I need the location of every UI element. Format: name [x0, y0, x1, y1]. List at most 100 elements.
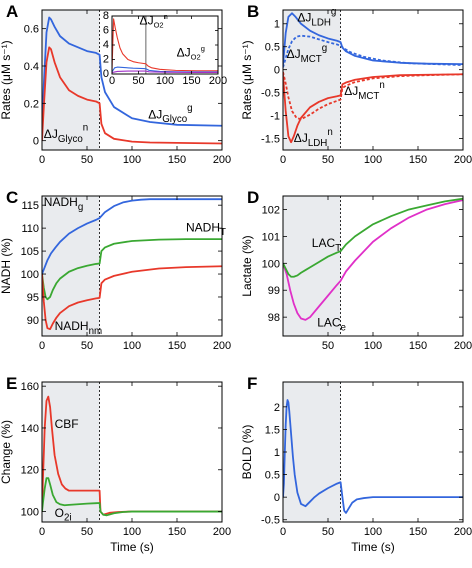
x-tick-label: 50 — [81, 340, 93, 352]
y-axis-label: BOLD (%) — [240, 425, 254, 480]
x-tick-label: 200 — [454, 526, 472, 538]
x-tick-label: 100 — [123, 526, 141, 538]
x-tick-label: 100 — [364, 340, 382, 352]
stimulus-shade — [42, 382, 100, 522]
x-tick-label: 150 — [409, 154, 427, 166]
annotation-nadhg: NADHg — [44, 195, 83, 213]
y-tick-label: 102 — [262, 204, 280, 216]
y-tick-label: 6 — [103, 24, 109, 36]
x-tick-label: 50 — [322, 154, 334, 166]
series-line-bold — [283, 399, 463, 514]
x-tick-label: 50 — [81, 154, 93, 166]
panel-E: 0 50 100 150 200 100 120 140 160 Change (%) Time (… — [0, 374, 231, 554]
x-tick-label: 100 — [364, 154, 382, 166]
panel-B: 0 50 100 150 200 -1.5 -1 -0.5 0 0.5 1 Rates (μM s⁻¹… — [240, 2, 472, 166]
y-tick-label: 99 — [268, 285, 280, 297]
annotation-jldhn: ΔJLDHn — [294, 127, 333, 149]
y-tick-label: 0.5 — [265, 42, 280, 54]
x-tick-label: 200 — [209, 75, 227, 87]
x-tick-label: 100 — [156, 75, 174, 87]
annotation-nadhnm: NADHnm — [55, 319, 103, 337]
y-tick-label: 2 — [103, 53, 109, 65]
series-line-nadh-t — [42, 238, 222, 301]
x-tick-label: 0 — [39, 526, 45, 538]
y-tick-label: 0 — [103, 68, 109, 80]
y-tick-label: 160 — [21, 381, 39, 393]
series-line-o2-n — [112, 18, 218, 72]
inset-background — [112, 16, 218, 74]
y-tick-label: 4 — [103, 39, 109, 51]
panel-letter-a: A — [6, 2, 18, 21]
y-axis-label: Rates (μM s⁻¹) — [0, 40, 13, 119]
y-tick-label: 0.4 — [24, 61, 39, 73]
y-tick-label: 115 — [21, 200, 39, 212]
panel-letter-d: D — [247, 188, 259, 207]
x-tick-label: 200 — [213, 340, 231, 352]
stimulus-shade — [42, 10, 100, 150]
x-tick-label: 150 — [182, 75, 200, 87]
annotation-lace: LACe — [317, 316, 346, 334]
x-tick-label: 150 — [168, 154, 186, 166]
x-tick-label: 100 — [123, 154, 141, 166]
x-axis-label: Time (s) — [351, 540, 395, 554]
y-tick-label: -1 — [270, 111, 280, 123]
panel-D: 50 100 150 200 98 99 100 101 102 Lactate (%) D LACT… — [240, 188, 472, 352]
y-tick-label: 0 — [274, 492, 280, 504]
y-tick-label: 100 — [21, 269, 39, 281]
annotation-cbf: CBF — [55, 417, 79, 431]
series-line-lac-t — [283, 197, 463, 278]
x-tick-label: 100 — [123, 340, 141, 352]
panel-C: 0 50 100 150 200 90 95 100 105 110 115 NADH (%) C NAD… — [0, 188, 231, 352]
x-tick-label: 200 — [213, 526, 231, 538]
series-line-glyco-g — [42, 16, 222, 137]
y-tick-label: 1 — [274, 19, 280, 31]
y-tick-label: 120 — [21, 465, 39, 477]
y-tick-label: -1.5 — [261, 133, 280, 145]
x-tick-label: 0 — [39, 340, 45, 352]
series-line-mct-n — [283, 71, 463, 121]
series-line-nadh-g — [42, 198, 222, 275]
annotation-o2i: O2i — [55, 506, 72, 524]
series-line-nadh-nm — [42, 265, 222, 331]
series-line-glyco-n — [42, 46, 222, 145]
y-axis-label: Lactate (%) — [240, 235, 254, 296]
y-axis-label: Rates (μM s⁻¹) — [240, 40, 254, 119]
annotation-nadht: NADHT — [186, 220, 226, 238]
x-tick-label: 200 — [213, 154, 231, 166]
x-tick-label: 200 — [454, 340, 472, 352]
y-tick-label: 0 — [33, 136, 39, 148]
x-tick-label: 150 — [409, 526, 427, 538]
y-tick-label: 0.5 — [265, 470, 280, 482]
annotation-lact: LACT — [312, 236, 341, 254]
y-tick-label: 2 — [274, 402, 280, 414]
y-tick-label: 0 — [274, 65, 280, 77]
x-tick-label: 50 — [81, 526, 93, 538]
annotation-jmctn: ΔJMCTn — [344, 80, 385, 102]
y-tick-label: 100 — [21, 507, 39, 519]
x-tick-label: 50 — [322, 340, 334, 352]
series-line-ldh-g — [283, 12, 463, 66]
y-tick-label: 8 — [103, 10, 109, 22]
annotation-jo2g: ΔJO2g — [177, 44, 205, 62]
panel-letter-f: F — [247, 374, 257, 393]
y-tick-label: 100 — [262, 258, 280, 270]
y-axis-label: NADH (%) — [0, 238, 13, 294]
y-tick-label: 1 — [274, 447, 280, 459]
y-tick-label: 105 — [21, 246, 39, 258]
y-tick-label: -0.5 — [261, 515, 280, 527]
x-tick-label: 50 — [132, 75, 144, 87]
x-tick-label: 200 — [454, 154, 472, 166]
x-tick-label: 0 — [280, 154, 286, 166]
series-line-mct-g — [283, 34, 463, 68]
annotation-jldhg: ΔJLDHg — [297, 6, 336, 28]
series-line-o2-m — [112, 70, 218, 74]
x-tick-label: 0 — [109, 75, 115, 87]
y-tick-label: -0.5 — [261, 88, 280, 100]
x-tick-label: 100 — [364, 526, 382, 538]
panel-letter-b: B — [247, 2, 259, 21]
panel-letter-e: E — [6, 374, 17, 393]
panel-letter-c: C — [6, 188, 18, 207]
